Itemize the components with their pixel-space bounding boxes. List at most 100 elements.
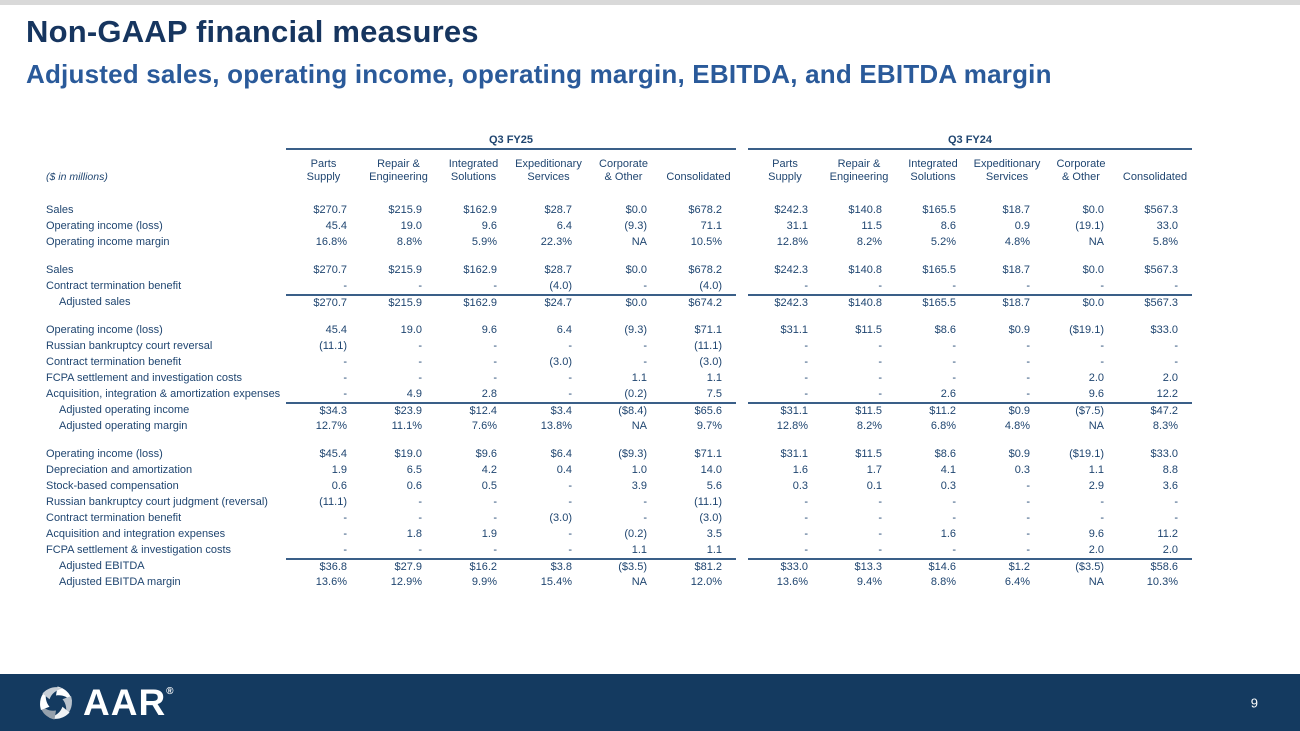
cell: - [952, 340, 956, 352]
cell: ($19.1) [1069, 324, 1104, 336]
cell: - [343, 388, 347, 400]
cell: 9.7% [696, 420, 722, 432]
cell: 2.6 [940, 388, 956, 400]
column-header: Expeditionary Services [973, 158, 1041, 183]
cell: 5.2% [930, 236, 956, 248]
group-gap [736, 418, 748, 434]
cell: $3.8 [511, 558, 586, 574]
footer-bar: AAR® 9 [0, 674, 1300, 731]
page-subtitle: Adjusted sales, operating income, operat… [26, 59, 1052, 89]
page-title: Non-GAAP financial measures [26, 14, 479, 49]
cell: - [1026, 372, 1030, 384]
cell: 8.6 [940, 220, 956, 232]
cell: - [878, 388, 882, 400]
column-header: Corporate & Other [599, 158, 648, 183]
cell: - [804, 356, 808, 368]
cell: - [952, 372, 956, 384]
cell: $0.0 [1082, 264, 1104, 276]
cell: 0.9 [1014, 220, 1030, 232]
cell: $27.9 [361, 558, 436, 574]
cell: - [1026, 340, 1030, 352]
cell: (11.1) [319, 496, 347, 508]
cell: $11.5 [855, 448, 882, 460]
non-gaap-table: Q3 FY25 Q3 FY24 ($ in millions) Parts Suppl… [46, 132, 1194, 590]
cell: - [804, 544, 808, 556]
row-label: Adjusted sales [59, 296, 131, 308]
cell: 2.0 [1088, 372, 1104, 384]
cell: - [1026, 356, 1030, 368]
cell: - [493, 280, 497, 292]
group-gap [736, 574, 748, 590]
cell: - [878, 528, 882, 540]
cell: 1.9 [481, 528, 497, 540]
row-label: Operating income (loss) [46, 220, 163, 232]
cell: - [643, 280, 647, 292]
cell: 2.0 [1088, 544, 1104, 556]
cell: 6.4 [556, 220, 572, 232]
cell: (0.2) [624, 388, 647, 400]
cell: 9.6 [1088, 388, 1104, 400]
cell: $45.4 [319, 448, 347, 460]
row-label: Acquisition and integration expenses [46, 528, 226, 540]
cell: - [1100, 280, 1104, 292]
cell: 14.0 [700, 464, 722, 476]
column-header: Parts Supply [306, 158, 341, 183]
cell: $567.3 [1118, 294, 1192, 310]
table-row: FCPA settlement & investigation costs - - -… [46, 542, 1194, 558]
cell: - [493, 372, 497, 384]
cell: - [1026, 544, 1030, 556]
cell: 71.1 [700, 220, 722, 232]
cell: 19.0 [400, 324, 422, 336]
cell: 2.9 [1088, 480, 1104, 492]
cell: 0.3 [940, 480, 956, 492]
cell: - [1026, 528, 1030, 540]
group-gap [736, 526, 748, 542]
cell: $71.1 [694, 324, 722, 336]
column-header: Corporate & Other [1056, 158, 1106, 183]
cell: $162.9 [436, 294, 511, 310]
cell: $270.7 [313, 264, 347, 276]
cell: NA [1088, 236, 1104, 248]
cell: $270.7 [286, 294, 361, 310]
cell: 12.8% [776, 420, 808, 432]
cell: 1.9 [331, 464, 347, 476]
table-row: Contract termination benefit - - - (3.0) - (3.… [46, 354, 1194, 370]
column-header: Integrated Solutions [448, 158, 499, 183]
cell: $18.7 [970, 294, 1044, 310]
cell: $71.1 [694, 448, 722, 460]
row-label: Adjusted operating income [59, 404, 190, 416]
cell: $31.1 [748, 402, 822, 418]
aar-logo: AAR® [36, 682, 175, 723]
cell: $13.3 [822, 558, 896, 574]
cell: $0.0 [625, 204, 647, 216]
cell: $0.9 [1008, 448, 1030, 460]
group-gap [736, 494, 748, 510]
cell: - [493, 512, 497, 524]
cell: $162.9 [463, 204, 497, 216]
cell: 8.2% [856, 420, 882, 432]
cell: - [418, 372, 422, 384]
cell: 1.1 [1088, 464, 1104, 476]
cell: - [568, 528, 572, 540]
cell: $162.9 [463, 264, 497, 276]
cell: $1.2 [970, 558, 1044, 574]
group-gap [736, 354, 748, 370]
cell: - [343, 356, 347, 368]
cell: 8.8 [1162, 464, 1178, 476]
cell: - [418, 512, 422, 524]
cell: - [493, 356, 497, 368]
cell: 4.9 [406, 388, 422, 400]
group-gap [736, 262, 748, 278]
cell: 0.6 [331, 480, 347, 492]
cell: $567.3 [1144, 264, 1178, 276]
cell: 8.8% [930, 576, 956, 588]
cell: $215.9 [388, 264, 422, 276]
cell: - [804, 372, 808, 384]
cell: $0.9 [970, 402, 1044, 418]
cell: 6.8% [930, 420, 956, 432]
cell: $674.2 [661, 294, 736, 310]
group-gap [736, 386, 748, 402]
table-header-groups: Q3 FY25 Q3 FY24 [46, 132, 1194, 150]
cell: NA [631, 236, 647, 248]
cell: - [952, 496, 956, 508]
